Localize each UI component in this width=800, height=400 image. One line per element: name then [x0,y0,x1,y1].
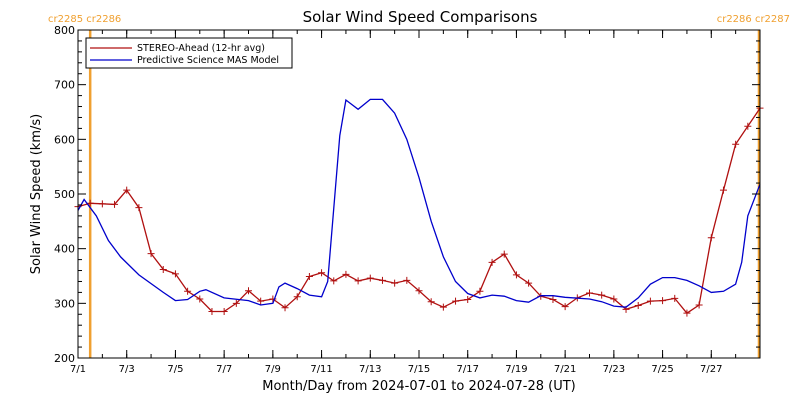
legend-label-mas: Predictive Science MAS Model [137,55,279,66]
x-tick-label-1: 7/3 [119,364,135,375]
y-tick-label-3: 500 [54,188,75,201]
x-tick-label-13: 7/27 [700,364,722,375]
x-tick-label-9: 7/19 [505,364,527,375]
series-0-point-9 [184,287,192,295]
series-0-point-55 [744,122,752,130]
series-0-point-1 [86,199,94,207]
y-tick-label-5: 700 [54,79,75,92]
series-0-point-26 [391,279,399,287]
series-0-point-12 [220,308,228,316]
series-0-point-47 [646,297,654,305]
x-tick-label-8: 7/17 [456,364,478,375]
series-0-point-19 [305,273,313,281]
series-0-point-37 [525,279,533,287]
series-0-point-8 [171,270,179,278]
series-0-point-15 [257,297,265,305]
series-0-point-27 [403,276,411,284]
series-0-point-14 [245,287,252,295]
series-0-point-50 [683,309,691,317]
series-0-point-18 [293,293,301,301]
series-0-point-21 [330,277,338,285]
series-0-point-36 [512,271,520,279]
x-axis: 7/1 7/3 7/5 7/7 7/9 7/11 7/13 7/15 7/17 7/19 7/21 7… [70,30,761,375]
x-tick-label-2: 7/5 [167,364,183,375]
series-line-0 [77,107,761,315]
y-tick-label-0: 200 [54,352,75,365]
series-0-point-44 [610,295,618,303]
series-0-point-46 [634,302,642,310]
series-0-point-24 [366,274,374,282]
carrington-label-left: cr2285 cr2286 [48,14,121,25]
carrington-label-right: cr2286 cr2287 [717,14,790,25]
series-0-point-25 [378,276,386,284]
series-0-point-42 [586,289,593,297]
series-0-point-10 [196,295,204,303]
series-0-point-11 [208,308,216,316]
x-tick-label-4: 7/9 [265,364,281,375]
x-tick-label-10: 7/21 [554,364,576,375]
series-0-point-17 [281,304,289,312]
series-0-point-22 [342,270,350,278]
chart-title: Solar Wind Speed Comparisons [303,8,538,26]
x-axis-label: Month/Day from 2024-07-01 to 2024-07-28 … [262,379,575,394]
series-0-point-52 [707,234,715,242]
y-tick-label-6: 800 [54,24,75,37]
plot-frame [77,29,761,359]
series-line-1 [77,98,761,308]
y-tick-label-2: 400 [54,243,75,256]
series-0-point-49 [671,294,679,302]
x-tick-label-6: 7/13 [359,364,381,375]
series-0-point-20 [318,269,326,277]
legend-box [85,37,293,69]
series-0-point-39 [549,296,557,304]
series-0-point-6 [147,250,155,258]
legend-label-stereo: STEREO-Ahead (12-hr avg) [137,43,265,54]
series-0-point-7 [159,265,167,273]
y-axis: 200 300 400 500 600 700 800 [54,24,760,365]
series-0-point-4 [123,186,131,194]
series-0-point-23 [354,277,362,285]
series-0-point-35 [500,250,508,258]
x-tick-label-12: 7/25 [651,364,673,375]
series-0-point-54 [732,140,740,148]
series-0-point-29 [427,298,435,306]
x-tick-label-11: 7/23 [603,364,625,375]
legend: STEREO-Ahead (12-hr avg) Predictive Scie… [85,37,293,69]
series-0-point-34 [488,258,496,266]
series-0-point-30 [439,303,447,311]
series-0-point-5 [135,204,143,212]
series-0-point-31 [452,297,460,305]
series-0-point-3 [111,200,119,208]
series-0-point-32 [464,296,472,304]
series-0-point-2 [98,200,106,208]
series-0-point-48 [659,297,667,305]
x-tick-label-3: 7/7 [216,364,232,375]
y-tick-label-4: 600 [54,133,75,146]
plot-area [74,30,764,358]
series-0-point-13 [232,299,240,307]
series-0-point-51 [695,301,703,309]
series-0-point-33 [476,287,484,295]
series-0-point-28 [415,287,423,295]
x-tick-label-7: 7/15 [408,364,430,375]
series-0-point-43 [598,291,606,299]
y-axis-label: Solar Wind Speed (km/s) [29,114,44,274]
y-tick-label-1: 300 [54,297,75,310]
series-0-point-16 [269,295,277,303]
series-0-point-53 [719,186,727,194]
x-tick-label-5: 7/11 [310,364,332,375]
series-0-point-40 [561,303,569,311]
x-tick-label-0: 7/1 [70,364,86,375]
